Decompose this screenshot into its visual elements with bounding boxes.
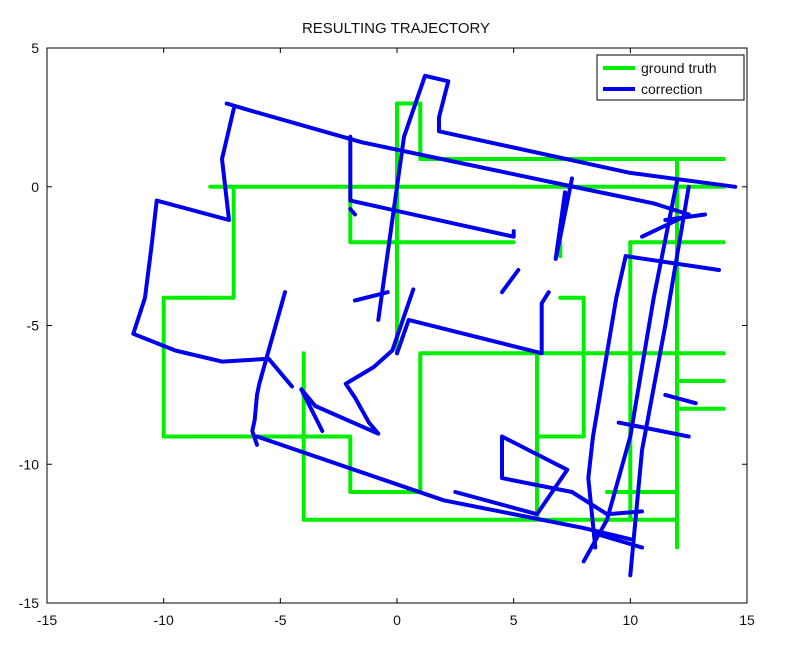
correction-path: [453, 434, 574, 517]
x-tick-label: 0: [393, 612, 401, 628]
legend-box: [596, 54, 745, 101]
correction-path: [224, 101, 691, 217]
correction-path: [348, 207, 357, 217]
correction-path: [255, 434, 633, 542]
legend-label: ground truth: [641, 60, 717, 76]
correction-path: [376, 73, 738, 322]
y-tick-label: -15: [19, 595, 39, 611]
x-tick-label: -15: [37, 612, 57, 628]
correction-path: [553, 176, 574, 261]
ground-truth-path: [418, 101, 726, 161]
correction-path: [299, 287, 416, 436]
legend-label: correction: [641, 81, 702, 97]
x-tick-label: 5: [510, 612, 518, 628]
x-tick-label: -10: [154, 612, 174, 628]
correction-path: [616, 420, 691, 439]
correction-path: [131, 107, 294, 389]
correction-path: [586, 254, 628, 550]
x-tick-label: 15: [739, 612, 755, 628]
correction-path: [623, 254, 721, 272]
y-tick-label: -5: [27, 318, 40, 334]
correction-path: [250, 290, 287, 447]
plot-frame: [46, 47, 748, 604]
x-tick-label: 10: [623, 612, 639, 628]
ground-truth-path: [535, 295, 586, 439]
legend: ground truth correction: [596, 54, 745, 101]
correction-path: [663, 392, 698, 406]
correction-path: [348, 134, 516, 239]
correction-path: [395, 290, 551, 356]
x-tick-label: -5: [274, 612, 287, 628]
correction-path: [570, 490, 644, 517]
ground-truth-path: [301, 351, 679, 522]
ground-truth-path: [348, 184, 516, 245]
y-tick-label: 5: [31, 40, 39, 56]
series-layer: [131, 73, 738, 578]
correction-path: [353, 290, 390, 303]
chart-title: RESULTING TRAJECTORY: [302, 20, 490, 37]
correction-path: [593, 531, 644, 550]
y-tick-label: 0: [31, 179, 39, 195]
series-ground-truth: [161, 101, 726, 550]
y-tick-label: -10: [19, 456, 39, 472]
correction-path: [500, 268, 521, 295]
ground-truth-path: [161, 184, 726, 494]
series-correction: [131, 73, 738, 578]
correction-path: [663, 212, 707, 222]
